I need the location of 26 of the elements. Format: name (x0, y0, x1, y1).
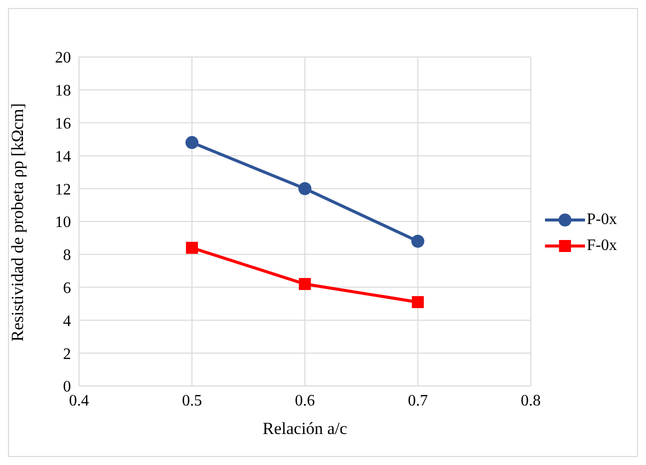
x-tick-label: 0.4 (69, 392, 89, 410)
y-tick-label: 2 (63, 346, 71, 363)
x-tick-label: 0.8 (520, 392, 541, 410)
y-axis-title: Resistividad de probeta ρp [kΩcm] (8, 103, 28, 342)
point (298, 278, 311, 290)
y-tick-label: 8 (63, 247, 71, 264)
y-tick-label: 18 (55, 82, 71, 100)
x-tick-label: 0.6 (294, 392, 315, 410)
point (412, 296, 424, 308)
y-tick-label: 10 (55, 214, 71, 232)
x-tick-label: 0.5 (182, 392, 202, 410)
point (298, 182, 312, 196)
point (186, 242, 198, 254)
legend-label: P-0x (586, 210, 617, 228)
x-axis-title: Relación a/c (262, 419, 348, 438)
y-tick-label: 6 (63, 280, 71, 297)
point (185, 136, 198, 150)
y-tick-label: 0 (63, 378, 71, 396)
y-tick-label: 16 (55, 115, 71, 132)
x-tick-label: 0.7 (408, 392, 428, 410)
y-tick-label: 14 (55, 148, 71, 166)
y-tick-label: 20 (55, 50, 71, 67)
point (411, 234, 424, 248)
y-tick-label: 12 (55, 181, 71, 198)
legend-label: F-0x (586, 236, 617, 254)
y-tick-label: 4 (63, 312, 71, 330)
